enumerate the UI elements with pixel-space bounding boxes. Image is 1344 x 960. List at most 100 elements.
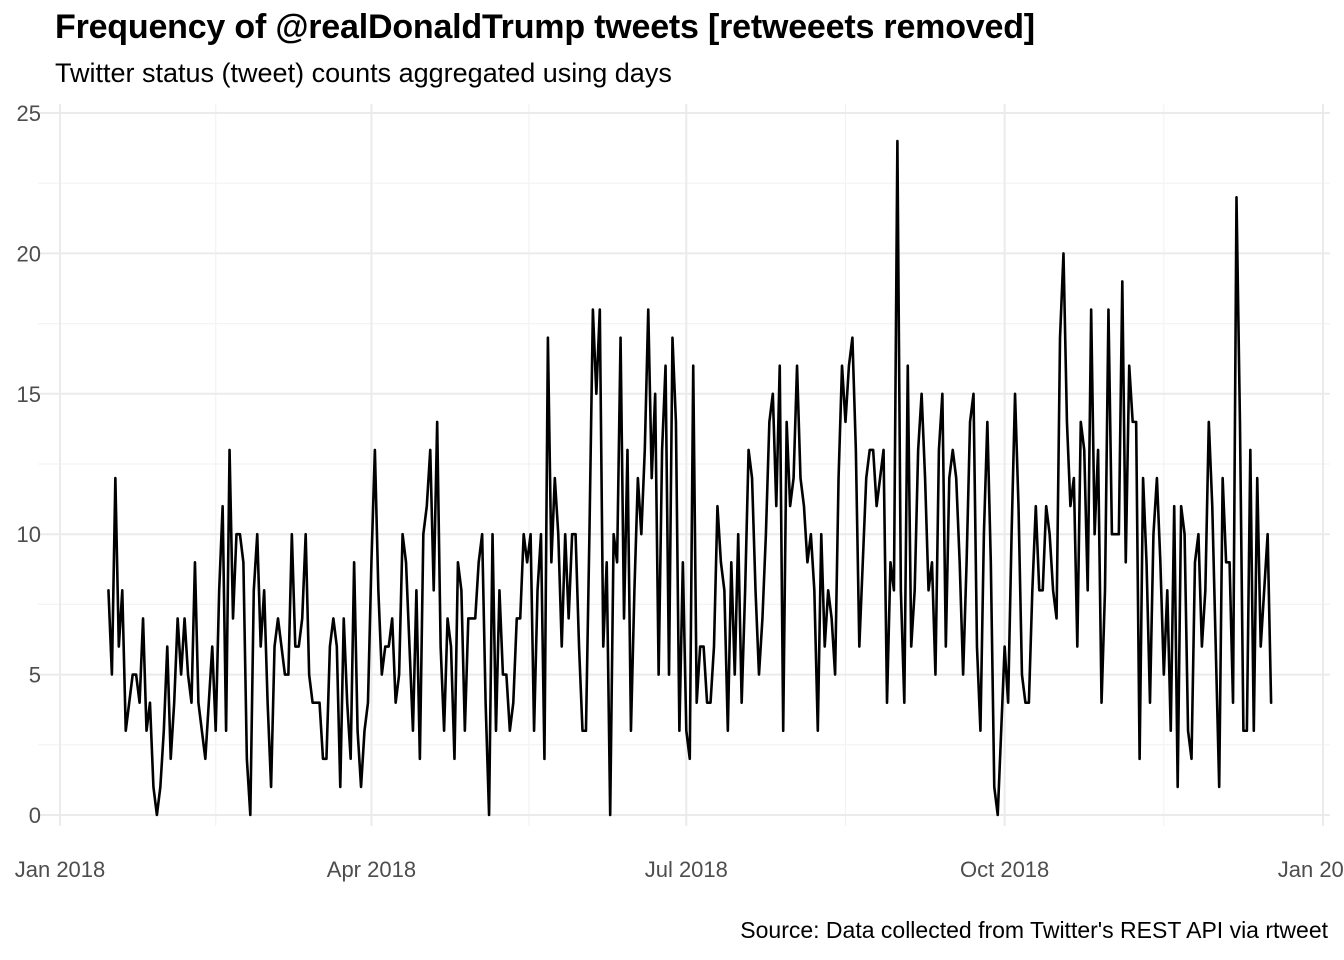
- data-point: [1055, 617, 1058, 620]
- data-point: [111, 673, 113, 676]
- data-point: [1000, 729, 1002, 732]
- data-point: [571, 533, 573, 535]
- data-point: [270, 786, 272, 788]
- data-point: [242, 561, 245, 564]
- data-point: [1014, 393, 1016, 395]
- data-point: [827, 589, 829, 592]
- x-axis: Jan 2018 Apr 2018 Jul 2018 Oct 2018 Jan 2019: [15, 857, 1344, 882]
- data-point: [730, 561, 733, 564]
- data-point: [401, 533, 404, 535]
- data-point: [1176, 786, 1179, 788]
- data-point: [1145, 561, 1148, 564]
- data-point: [509, 729, 511, 732]
- data-point: [228, 449, 231, 451]
- data-point: [986, 421, 989, 423]
- data-point: [965, 561, 968, 564]
- data-point: [207, 701, 210, 704]
- data-point: [176, 617, 179, 620]
- data-point: [322, 758, 324, 760]
- data-point: [1218, 786, 1220, 788]
- data-point: [1270, 701, 1272, 704]
- data-point: [339, 786, 342, 788]
- data-point: [211, 645, 214, 648]
- data-point: [484, 701, 487, 704]
- data-point: [910, 645, 913, 648]
- data-point: [252, 589, 255, 592]
- data-point: [232, 617, 234, 620]
- data-point: [474, 617, 477, 620]
- y-tick-label: 0: [29, 803, 41, 828]
- data-point: [1111, 533, 1113, 535]
- data-point: [972, 393, 975, 395]
- data-point: [526, 561, 528, 564]
- data-point: [1138, 758, 1141, 760]
- data-point: [1183, 533, 1186, 535]
- data-point: [1031, 589, 1034, 592]
- data-point: [823, 645, 826, 648]
- data-point: [1211, 505, 1214, 507]
- data-point: [945, 645, 947, 648]
- data-point: [363, 729, 366, 732]
- data-point: [962, 673, 964, 676]
- data-point: [183, 617, 186, 620]
- data-point: [1086, 589, 1089, 592]
- y-tick-label: 10: [17, 522, 41, 547]
- data-point: [1024, 701, 1027, 704]
- data-point: [470, 617, 473, 620]
- data-point: [169, 758, 172, 760]
- data-point: [1007, 701, 1009, 704]
- data-point: [1169, 729, 1172, 732]
- chart-title: Frequency of @realDonaldTrump tweets [re…: [55, 8, 1035, 46]
- data-point: [197, 701, 200, 704]
- series-layer: [107, 139, 1273, 817]
- data-point: [1052, 589, 1054, 592]
- data-point: [387, 645, 390, 648]
- data-point: [149, 701, 151, 704]
- data-point: [1131, 421, 1134, 423]
- data-point: [374, 449, 376, 451]
- data-point: [713, 645, 715, 648]
- data-point: [671, 336, 674, 339]
- x-tick-label: Apr 2018: [327, 857, 416, 882]
- data-point: [547, 336, 549, 339]
- data-point: [277, 617, 279, 620]
- data-point: [976, 645, 978, 648]
- data-point: [1159, 561, 1162, 564]
- data-point: [1021, 673, 1023, 676]
- data-point: [432, 589, 435, 592]
- data-point: [1010, 533, 1013, 535]
- data-point: [1076, 645, 1079, 648]
- data-point: [844, 421, 847, 423]
- data-point: [875, 505, 878, 507]
- data-point: [353, 561, 355, 564]
- data-point: [688, 758, 691, 760]
- data-point: [633, 589, 636, 592]
- x-tick-label: Oct 2018: [960, 857, 1049, 882]
- data-point: [1221, 477, 1224, 479]
- data-point: [619, 336, 622, 339]
- data-point: [529, 533, 532, 535]
- data-point: [893, 589, 895, 592]
- data-point: [467, 617, 470, 620]
- data-point: [394, 701, 397, 704]
- data-point: [612, 533, 615, 535]
- chart-caption: Source: Data collected from Twitter's RE…: [740, 917, 1328, 943]
- data-point: [574, 533, 577, 535]
- data-point: [1197, 533, 1200, 535]
- data-point: [225, 729, 227, 732]
- data-point: [342, 617, 345, 620]
- data-point: [709, 701, 712, 704]
- data-point: [273, 645, 276, 648]
- data-point: [650, 477, 653, 479]
- data-point: [744, 589, 746, 592]
- data-point: [882, 449, 885, 451]
- data-point: [145, 729, 148, 732]
- data-point: [768, 421, 771, 423]
- data-point: [1093, 533, 1096, 535]
- data-point: [1228, 561, 1231, 564]
- data-point: [377, 589, 380, 592]
- data-point: [765, 533, 767, 535]
- data-point: [983, 533, 985, 535]
- data-point: [329, 645, 331, 648]
- data-point: [1066, 421, 1068, 423]
